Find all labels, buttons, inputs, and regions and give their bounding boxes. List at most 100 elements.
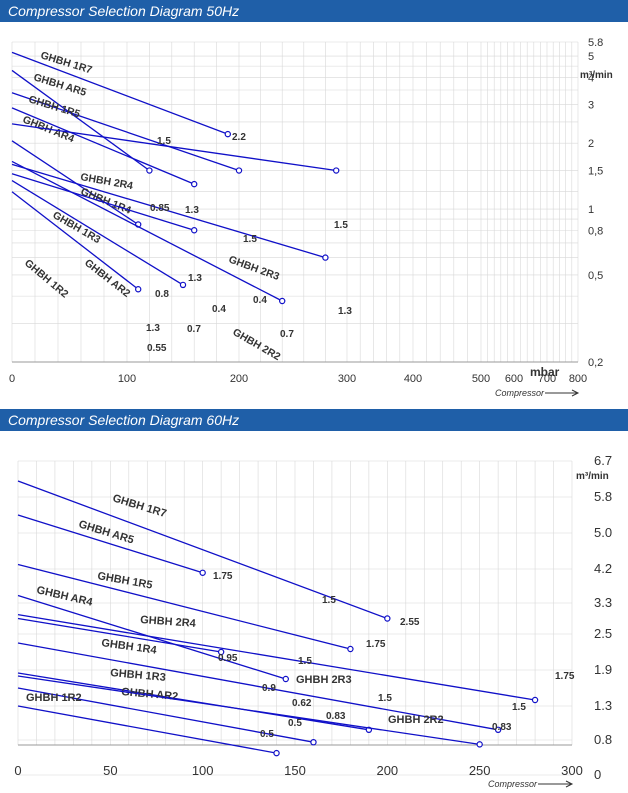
series-line bbox=[11, 191, 139, 290]
data-label: 1.3 bbox=[146, 323, 160, 334]
data-label: 0.8 bbox=[155, 289, 169, 300]
series-endpoint bbox=[134, 286, 142, 293]
series-label: GHBH 2R3 bbox=[296, 674, 352, 686]
data-label: 0.85 bbox=[150, 203, 170, 214]
series-endpoint bbox=[217, 648, 225, 656]
data-label: 0.9 bbox=[262, 683, 276, 694]
series-endpoint bbox=[347, 645, 354, 653]
series-line bbox=[17, 514, 203, 574]
data-label: 0.62 bbox=[292, 698, 312, 709]
data-label: 2.55 bbox=[400, 617, 420, 628]
x-tick-label: 300 bbox=[338, 373, 356, 385]
x-tick-label: 250 bbox=[469, 763, 491, 778]
data-label: 1.5 bbox=[298, 656, 312, 667]
series-endpoint bbox=[333, 167, 340, 174]
y-tick-label: 4 bbox=[588, 72, 594, 84]
x-axis-label: mbar bbox=[530, 365, 560, 379]
series-line bbox=[11, 123, 337, 172]
series-label: GHBH AR5 bbox=[32, 71, 88, 98]
y-axis-label: m³/min bbox=[580, 70, 613, 81]
x-tick-label: 700 bbox=[538, 373, 556, 385]
data-label: 1.5 bbox=[378, 693, 392, 704]
series-endpoint bbox=[384, 615, 391, 622]
data-label: 1.5 bbox=[334, 220, 348, 231]
chart-title-60hz: Compressor Selection Diagram 60Hz bbox=[0, 409, 628, 431]
footer-label: Compressor bbox=[495, 388, 545, 398]
data-label: 1.5 bbox=[512, 702, 526, 713]
series-line bbox=[17, 642, 499, 731]
series-endpoint bbox=[179, 281, 187, 289]
data-label: 0.95 bbox=[218, 653, 238, 664]
series-line bbox=[11, 92, 240, 172]
series-endpoint bbox=[531, 696, 539, 704]
x-tick-label: 0 bbox=[14, 763, 21, 778]
y-tick-label: 4.2 bbox=[594, 561, 612, 576]
x-tick-label: 200 bbox=[376, 763, 398, 778]
y-tick-label: 0,5 bbox=[588, 270, 603, 282]
series-label: GHBH 1R3 bbox=[110, 667, 166, 684]
x-tick-label: 0 bbox=[9, 373, 15, 385]
y-tick-label: 0 bbox=[594, 767, 601, 782]
series-endpoint bbox=[279, 297, 286, 305]
y-axis-label: m³/min bbox=[576, 471, 609, 482]
data-label: 0.55 bbox=[147, 343, 167, 354]
series-line bbox=[17, 675, 480, 746]
x-tick-label: 150 bbox=[284, 763, 306, 778]
series-line bbox=[17, 613, 536, 701]
series-line bbox=[17, 705, 277, 754]
data-label: 1.5 bbox=[243, 234, 257, 245]
series-label: GHBH 2R3 bbox=[227, 254, 281, 283]
series-line bbox=[11, 51, 229, 135]
data-label: 0.5 bbox=[260, 729, 274, 740]
y-tick-label: 1.9 bbox=[594, 662, 612, 677]
arrow-head-icon bbox=[571, 389, 580, 397]
series-endpoint bbox=[235, 167, 243, 174]
series-endpoint bbox=[146, 167, 153, 174]
y-tick-label: 1,5 bbox=[588, 166, 603, 178]
series-endpoint bbox=[190, 180, 198, 188]
data-label: 1.3 bbox=[185, 205, 199, 216]
y-tick-label: 3.3 bbox=[594, 595, 612, 610]
series-line bbox=[11, 173, 195, 231]
y-tick-label: 5.8 bbox=[594, 489, 612, 504]
x-tick-label: 100 bbox=[118, 373, 136, 385]
y-tick-label: 6.7 bbox=[594, 453, 612, 468]
y-tick-label: 3 bbox=[588, 100, 594, 112]
series-endpoint bbox=[282, 675, 289, 683]
data-label: 1.5 bbox=[157, 136, 171, 147]
data-label: 0.83 bbox=[326, 711, 346, 722]
series-line bbox=[17, 480, 388, 620]
data-label: 0.4 bbox=[253, 295, 267, 306]
series-label: GHBH 1R2 bbox=[22, 257, 71, 300]
series-line bbox=[11, 69, 150, 172]
x-tick-label: 100 bbox=[192, 763, 214, 778]
data-label: 0.7 bbox=[280, 329, 294, 340]
series-endpoint bbox=[476, 741, 483, 748]
y-tick-label: 5.8 bbox=[588, 37, 603, 49]
data-label: 1.3 bbox=[188, 273, 202, 284]
series-endpoint bbox=[224, 130, 231, 138]
y-tick-label: 0.8 bbox=[594, 732, 612, 747]
series-line bbox=[17, 687, 314, 743]
series-line bbox=[17, 617, 222, 653]
y-tick-label: 1 bbox=[588, 204, 594, 216]
chart-60hz: 0 50 100 150 200 250 300 0 0.8 1.3 1.9 2.5 3.3 4.2 5.0… bbox=[14, 453, 612, 789]
y-tick-label: 5.0 bbox=[594, 525, 612, 540]
y-tick-label: 5 bbox=[588, 51, 594, 63]
series-endpoint bbox=[273, 749, 280, 757]
series-endpoint bbox=[199, 569, 206, 576]
chart-title-50hz: Compressor Selection Diagram 50Hz bbox=[0, 0, 628, 22]
series-label: GHBH 2R4 bbox=[140, 614, 197, 630]
y-tick-label: 1.3 bbox=[594, 698, 612, 713]
data-label: 0.83 bbox=[492, 722, 512, 733]
data-label: 1.75 bbox=[213, 571, 233, 582]
data-label: 1.75 bbox=[555, 671, 575, 682]
x-tick-label: 50 bbox=[103, 763, 117, 778]
series-label: GHBH AR2 bbox=[121, 686, 179, 703]
data-label: 2.2 bbox=[232, 132, 246, 143]
x-tick-label: 800 bbox=[569, 373, 587, 385]
series-line bbox=[11, 107, 195, 185]
data-label: 1.5 bbox=[322, 595, 336, 606]
data-label: 1.3 bbox=[338, 306, 352, 317]
series-endpoint bbox=[322, 254, 329, 261]
